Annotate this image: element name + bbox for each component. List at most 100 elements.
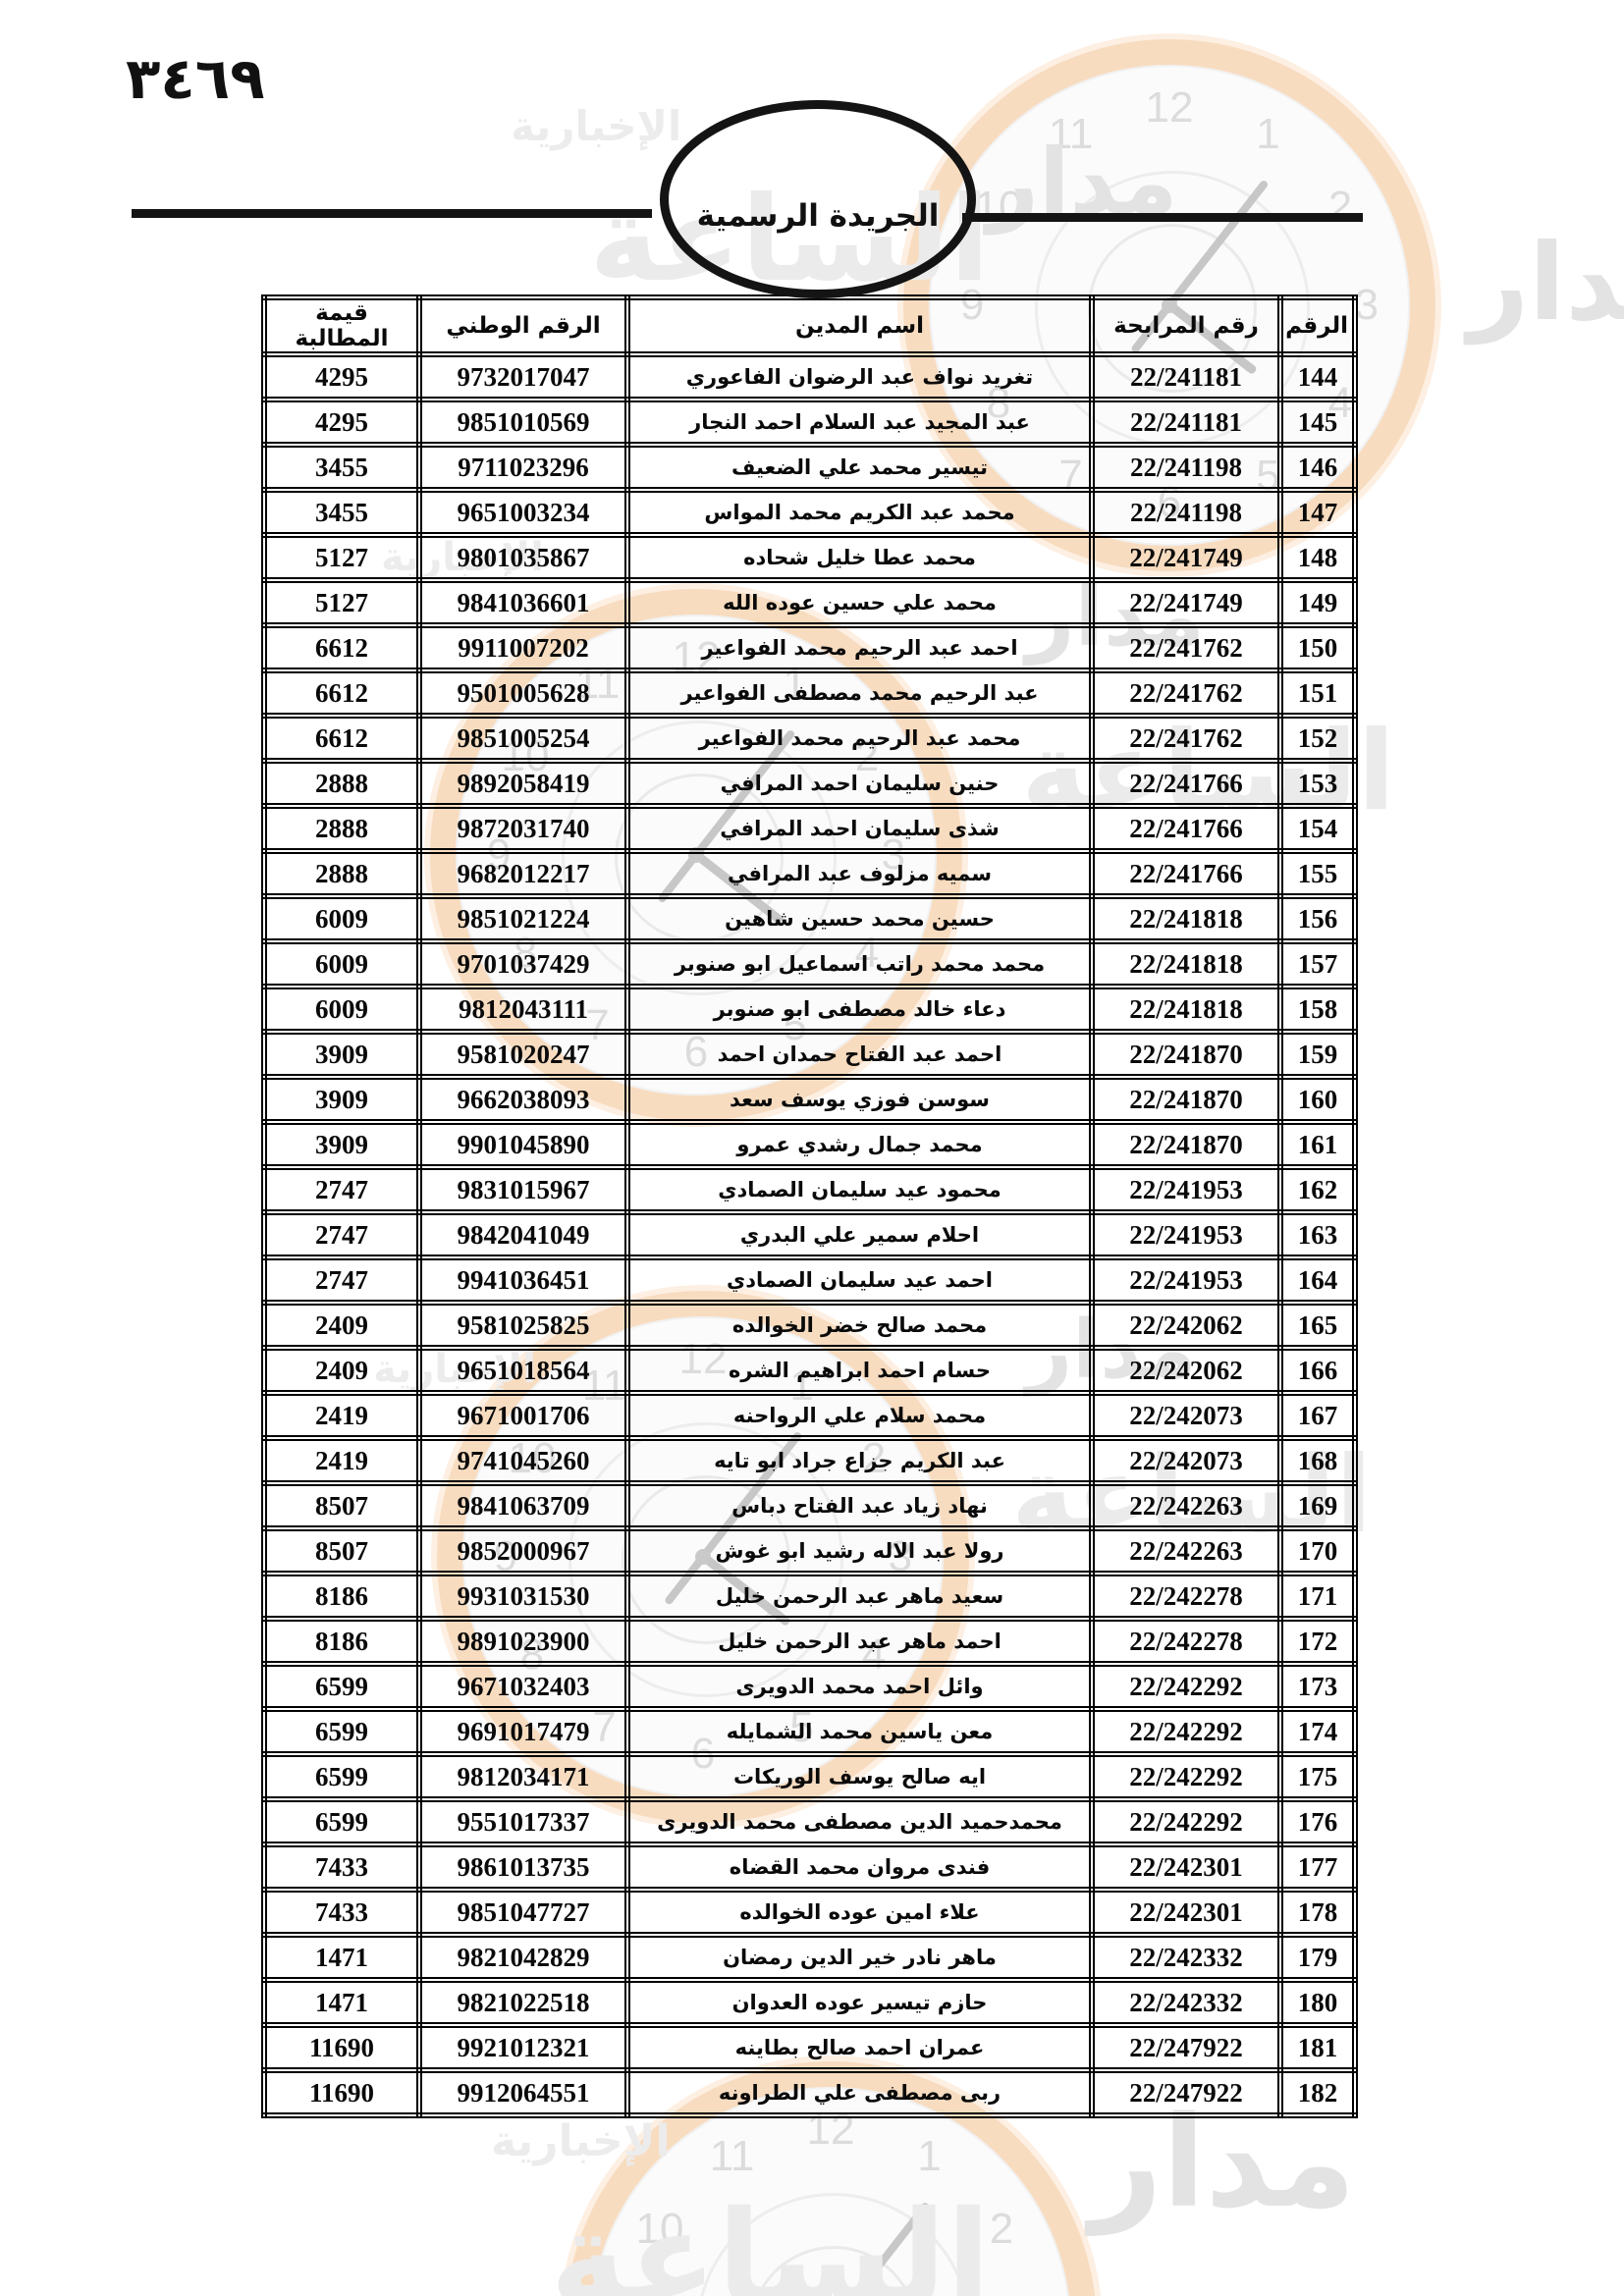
claim-amount-cell: 6009 xyxy=(261,938,422,989)
debtor-name-cell: تغريد نواف عبد الرضوان الفاعوري xyxy=(624,351,1095,402)
table-row: 148 22/241749 محمد عطا خليل شحاده 980103… xyxy=(261,532,1358,583)
debtor-name-cell: ربى مصطفى علي الطراونه xyxy=(624,2067,1095,2118)
table-row: 163 22/241953 احلام سمير علي البدري 9842… xyxy=(261,1209,1358,1260)
murabaha-number-cell: 22/241953 xyxy=(1089,1255,1283,1306)
national-id-cell: 9711023296 xyxy=(416,442,630,493)
national-id-cell: 9821022518 xyxy=(416,1977,630,2028)
watermark-brand-text: مدار xyxy=(1468,222,1624,345)
table-row: 175 22/242292 ايه صالح يوسف الوريكات 981… xyxy=(261,1751,1358,1802)
row-number-cell: 174 xyxy=(1277,1706,1358,1757)
table-row: 179 22/242332 ماهر نادر خير الدين رمضان … xyxy=(261,1932,1358,1983)
claim-amount-cell: 6599 xyxy=(261,1661,422,1712)
table-row: 180 22/242332 حازم تيسير عوده العدوان 98… xyxy=(261,1977,1358,2028)
claim-amount-cell: 3909 xyxy=(261,1029,422,1080)
murabaha-number-cell: 22/247922 xyxy=(1089,2067,1283,2118)
table-row: 147 22/241198 محمد عبد الكريم محمد الموا… xyxy=(261,487,1358,538)
claim-amount-cell: 4295 xyxy=(261,351,422,402)
table-row: 168 22/242073 عبد الكريم جزاع جراد ابو ت… xyxy=(261,1435,1358,1486)
national-id-cell: 9921012321 xyxy=(416,2022,630,2073)
claim-amount-cell: 1471 xyxy=(261,1977,422,2028)
claim-amount-cell: 2888 xyxy=(261,803,422,854)
row-number-cell: 182 xyxy=(1277,2067,1358,2118)
debtor-name-cell: تيسير محمد علي الضعيف xyxy=(624,442,1095,493)
row-number-cell: 162 xyxy=(1277,1164,1358,1215)
national-id-cell: 9872031740 xyxy=(416,803,630,854)
murabaha-number-cell: 22/241870 xyxy=(1089,1074,1283,1125)
murabaha-number-cell: 22/242263 xyxy=(1089,1480,1283,1531)
debtor-name-cell: سعيد ماهر عبد الرحمن خليل xyxy=(624,1571,1095,1622)
debtor-name-cell: احمد عبد الفتاح حمدان احمد xyxy=(624,1029,1095,1080)
clock-hand-icon xyxy=(827,2201,931,2296)
murabaha-number-cell: 22/242278 xyxy=(1089,1571,1283,1622)
clock-inner-ring xyxy=(695,2192,972,2296)
murabaha-number-cell: 22/241749 xyxy=(1089,532,1283,583)
debtor-name-cell: محمد عبد الرحيم محمد الفواعير xyxy=(624,713,1095,764)
table-row: 161 22/241870 محمد جمال رشدي عمرو 990104… xyxy=(261,1119,1358,1170)
header-debtor-name: اسم المدين xyxy=(624,294,1095,357)
claim-amount-cell: 3909 xyxy=(261,1074,422,1125)
debtor-name-cell: عمران احمد صالح بطاينه xyxy=(624,2022,1095,2073)
row-number-cell: 156 xyxy=(1277,893,1358,944)
clock-inner-ring xyxy=(748,2245,919,2296)
claim-amount-cell: 2747 xyxy=(261,1164,422,1215)
debtor-name-cell: محمد عطا خليل شحاده xyxy=(624,532,1095,583)
national-id-cell: 9812043111 xyxy=(416,984,630,1035)
watermark-brand-text: الساعة xyxy=(550,2183,991,2296)
row-number-cell: 168 xyxy=(1277,1435,1358,1486)
row-number-cell: 161 xyxy=(1277,1119,1358,1170)
table-row: 145 22/241181 عبد المجيد عبد السلام احمد… xyxy=(261,397,1358,448)
row-number-cell: 167 xyxy=(1277,1390,1358,1441)
row-number-cell: 180 xyxy=(1277,1977,1358,2028)
row-number-cell: 146 xyxy=(1277,442,1358,493)
row-number-cell: 163 xyxy=(1277,1209,1358,1260)
debtor-name-cell: حسين محمد حسين شاهين xyxy=(624,893,1095,944)
header-claim-amount: قيمة المطالبة xyxy=(261,294,422,357)
table-row: 162 22/241953 محمود عيد سليمان الصمادي 9… xyxy=(261,1164,1358,1215)
national-id-cell: 9912064551 xyxy=(416,2067,630,2118)
claim-amount-cell: 2888 xyxy=(261,848,422,899)
claim-amount-cell: 6612 xyxy=(261,622,422,673)
watermark-brand-text: مدار xyxy=(1090,2090,1356,2236)
claim-amount-cell: 2419 xyxy=(261,1435,422,1486)
national-id-cell: 9901045890 xyxy=(416,1119,630,1170)
national-id-cell: 9851021224 xyxy=(416,893,630,944)
national-id-cell: 9812034171 xyxy=(416,1751,630,1802)
national-id-cell: 9891023900 xyxy=(416,1616,630,1667)
murabaha-number-cell: 22/242073 xyxy=(1089,1435,1283,1486)
debtor-name-cell: احمد عبد الرحيم محمد الفواعير xyxy=(624,622,1095,673)
table-body: 144 22/241181 تغريد نواف عبد الرضوان الف… xyxy=(261,351,1358,2118)
national-id-cell: 9501005628 xyxy=(416,667,630,719)
table-row: 174 22/242292 معن ياسين محمد الشمايله 96… xyxy=(261,1706,1358,1757)
claim-amount-cell: 5127 xyxy=(261,577,422,628)
row-number-cell: 155 xyxy=(1277,848,1358,899)
national-id-cell: 9651018564 xyxy=(416,1345,630,1396)
table-row: 154 22/241766 شذى سليمان احمد المرافي 98… xyxy=(261,803,1358,854)
row-number-cell: 160 xyxy=(1277,1074,1358,1125)
national-id-cell: 9732017047 xyxy=(416,351,630,402)
debtor-name-cell: حنين سليمان احمد المرافي xyxy=(624,758,1095,809)
murabaha-number-cell: 22/241766 xyxy=(1089,848,1283,899)
murabaha-number-cell: 22/241818 xyxy=(1089,984,1283,1035)
claim-amount-cell: 6599 xyxy=(261,1796,422,1847)
national-id-cell: 9911007202 xyxy=(416,622,630,673)
national-id-cell: 9671032403 xyxy=(416,1661,630,1712)
national-id-cell: 9701037429 xyxy=(416,938,630,989)
table-row: 181 22/247922 عمران احمد صالح بطاينه 992… xyxy=(261,2022,1358,2073)
murabaha-number-cell: 22/241818 xyxy=(1089,893,1283,944)
table-row: 152 22/241762 محمد عبد الرحيم محمد الفوا… xyxy=(261,713,1358,764)
claim-amount-cell: 3455 xyxy=(261,487,422,538)
claim-amount-cell: 11690 xyxy=(261,2022,422,2073)
murabaha-number-cell: 22/241870 xyxy=(1089,1029,1283,1080)
murabaha-number-cell: 22/242332 xyxy=(1089,1977,1283,2028)
table-row: 144 22/241181 تغريد نواف عبد الرضوان الف… xyxy=(261,351,1358,402)
debtor-name-cell: حازم تيسير عوده العدوان xyxy=(624,1977,1095,2028)
claim-amount-cell: 1471 xyxy=(261,1932,422,1983)
row-number-cell: 145 xyxy=(1277,397,1358,448)
table-row: 155 22/241766 سميه مزلوف عبد المرافي 968… xyxy=(261,848,1358,899)
debtor-name-cell: محمد جمال رشدي عمرو xyxy=(624,1119,1095,1170)
table-row: 182 22/247922 ربى مصطفى علي الطراونه 991… xyxy=(261,2067,1358,2118)
debtor-name-cell: عبد الكريم جزاع جراد ابو تايه xyxy=(624,1435,1095,1486)
debtor-name-cell: عبد الرحيم محمد مصطفى الفواعير xyxy=(624,667,1095,719)
claim-amount-cell: 3455 xyxy=(261,442,422,493)
